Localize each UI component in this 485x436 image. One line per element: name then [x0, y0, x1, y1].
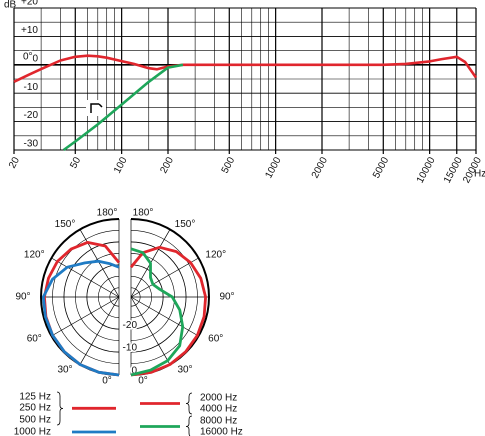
angle-label: 150° — [55, 219, 76, 230]
angle-label: 30° — [177, 364, 192, 375]
x-axis-label: Hz — [474, 169, 485, 180]
angle-label: 180° — [133, 208, 154, 219]
x-tick-label: 50 — [68, 155, 83, 170]
response-line — [13, 54, 478, 83]
y-tick-label: +10 — [21, 25, 38, 36]
angle-label: 0° — [102, 376, 112, 387]
legend-label: 1000 Hz — [14, 427, 51, 436]
response-line — [62, 63, 184, 152]
y-tick-label: 0 — [32, 53, 38, 64]
grid-line — [130, 296, 171, 365]
grid-line — [130, 257, 199, 298]
angle-label: 90° — [15, 292, 30, 303]
legend-label: 4000 Hz — [200, 404, 237, 415]
x-tick-label: 100 — [112, 155, 130, 175]
angle-label: 30° — [57, 364, 72, 375]
polar-line — [129, 245, 207, 377]
angle-label: 180° — [97, 208, 118, 219]
angle-label: 150° — [175, 219, 196, 230]
legend-label: 250 Hz — [19, 403, 51, 414]
legend-label: 8000 Hz — [200, 416, 237, 427]
low-cut-icon-bg — [86, 100, 106, 116]
annotation: 0° — [23, 52, 33, 63]
legend-brace — [185, 415, 193, 436]
legend-brace — [185, 392, 193, 415]
x-tick-label: 2000 — [310, 155, 330, 180]
r-tick-label: -20 — [123, 320, 138, 331]
legend-label: 16000 Hz — [200, 427, 243, 436]
y-tick-label: -30 — [24, 139, 39, 150]
angle-label: 0° — [138, 376, 148, 387]
angle-label: 60° — [208, 334, 223, 345]
y-tick-label: +20 — [21, 0, 38, 8]
grid-line — [79, 229, 120, 298]
grid-line — [51, 296, 120, 337]
grid-line — [130, 296, 199, 337]
y-tick-label: -20 — [24, 110, 39, 121]
legend-label: 2000 Hz — [200, 393, 237, 404]
grid-line — [51, 257, 120, 298]
y-tick-label: -10 — [24, 82, 39, 93]
legend-label: 125 Hz — [19, 392, 51, 403]
x-tick-label: 200 — [158, 155, 176, 175]
angle-label: 120° — [205, 250, 226, 261]
r-tick-label: -10 — [123, 343, 138, 354]
polar-line — [41, 259, 120, 377]
x-tick-label: 500 — [220, 155, 238, 175]
grid-line — [79, 296, 120, 365]
legend-label: 500 Hz — [19, 415, 51, 426]
angle-label: 90° — [219, 292, 234, 303]
polar-line — [130, 247, 185, 377]
y-axis-label: dB — [4, 0, 17, 11]
x-tick-label: 10000 — [415, 155, 438, 185]
angle-label: 120° — [24, 250, 45, 261]
x-tick-label: 5000 — [371, 155, 391, 180]
legend-brace — [56, 391, 64, 426]
x-tick-label: 20 — [7, 155, 22, 170]
angle-label: 60° — [27, 334, 42, 345]
x-tick-label: 1000 — [263, 155, 283, 180]
r-tick-label: 0 — [131, 366, 137, 377]
low-cut-icon — [90, 103, 103, 113]
